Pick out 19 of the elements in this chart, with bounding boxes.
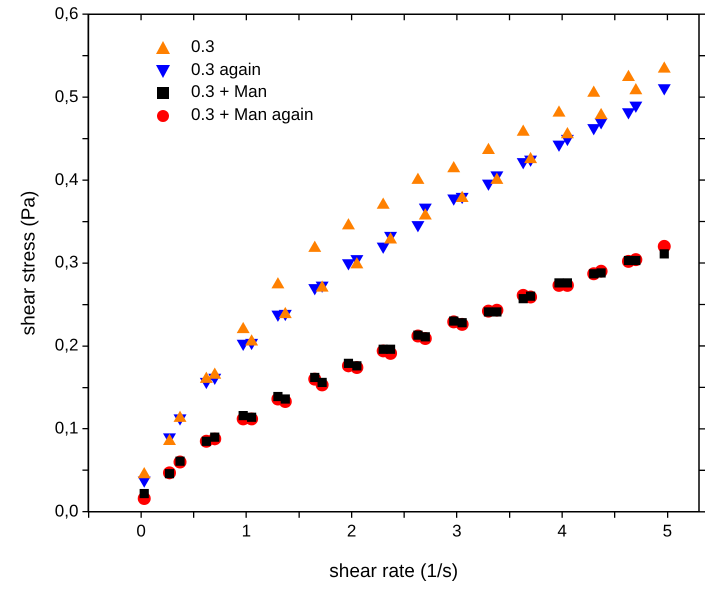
x-tick-label: 2 (346, 522, 356, 541)
y-tick-label: 0,5 (54, 86, 78, 106)
legend-label: 0.3 + Man again (191, 104, 314, 126)
x-tick-label: 4 (557, 522, 567, 541)
x-tick-label: 1 (242, 522, 252, 541)
y-tick-label: 0,1 (54, 418, 78, 438)
y-tick-label: 0,4 (54, 170, 78, 189)
legend-label: 0.3 (191, 36, 215, 58)
legend-label: 0.3 + Man (191, 81, 268, 103)
y-tick-label: 0,2 (54, 336, 78, 355)
y-tick-label: 0,3 (54, 252, 78, 272)
y-axis-title: shear stress (Pa) (18, 190, 40, 336)
y-tick-label: 0,6 (54, 4, 78, 23)
x-tick-label: 5 (662, 522, 672, 541)
legend-label: 0.3 again (191, 58, 261, 80)
x-axis-title: shear rate (1/s) (329, 560, 458, 582)
y-tick-label: 0,0 (54, 501, 78, 520)
x-tick-label: 3 (452, 522, 462, 541)
x-tick-label: 0 (136, 522, 146, 541)
